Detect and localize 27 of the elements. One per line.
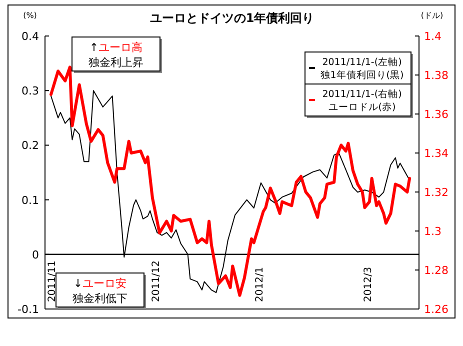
legend-label: 2011/11/1-(左軸) 独1年債利回り(黒) [320,56,404,81]
y-tick-label: -0.1 [18,303,39,316]
y2-tick-label: 1.28 [424,264,448,277]
annotation: ↓ユーロ安 [73,277,127,290]
y2-tick-label: 1.4 [424,30,442,43]
y2-tick-label: 1.36 [424,108,448,121]
y2-tick-label: 1.3 [424,225,442,238]
y-tick-label: 0.2 [22,139,39,152]
y2-tick-label: 1.34 [424,147,448,160]
legend-label: 2011/11/1-(右軸) ユーロドル(赤) [322,88,402,113]
y2-tick-label: 1.38 [424,69,448,82]
annotation: ↑ユーロ高 [89,41,143,54]
y-tick-label: 0.3 [22,84,39,98]
y-tick-label: 0.4 [22,30,39,43]
y2-tick-label: 1.26 [424,303,448,316]
annotation: 独金利低下 [72,292,128,305]
y-axis-title: (%) [23,11,37,20]
y2-axis-title: (ドル) [420,11,444,20]
x-tick-label: 2011/11 [47,260,58,302]
x-tick-label: 2011/12 [150,260,162,302]
y-tick-label: 0 [32,248,39,262]
y2-tick-label: 1.32 [424,186,448,199]
annotation: 独金利上昇 [88,56,144,69]
x-tick-label: 2012/3 [363,266,374,302]
y-tick-label: 0.1 [22,194,39,207]
chart-title: ユーロとドイツの1年債利回り [150,11,314,25]
x-tick-label: 2012/1 [254,266,266,302]
